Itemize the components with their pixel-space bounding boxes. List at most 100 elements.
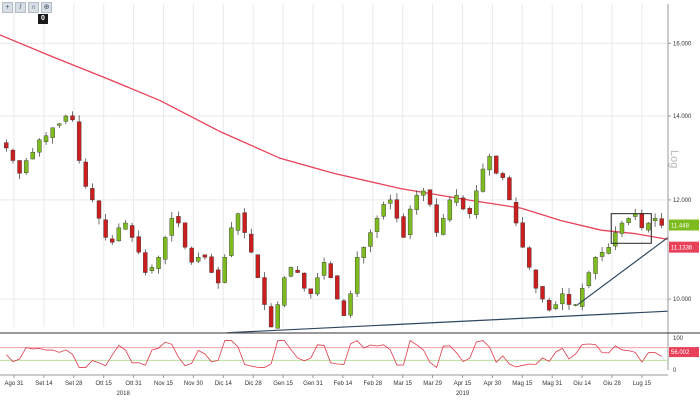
candle-body [222, 257, 227, 283]
candle-body [361, 247, 366, 258]
rsi-tick-label: 100 [673, 336, 684, 342]
time-tick-label: Dic 28 [245, 381, 263, 387]
time-axis: Ago 31 Set 14 Set 28 Ott 15 Ott 31 Nov 15 Nov … [0, 374, 668, 397]
candle-body [606, 247, 611, 254]
candle-body [30, 151, 35, 160]
candle-body [156, 257, 161, 269]
candle-body [533, 269, 539, 289]
candle-body [242, 212, 247, 233]
candle-body [652, 218, 658, 221]
candle-body [149, 267, 155, 271]
time-tick-label: Nov 30 [184, 381, 204, 387]
candle-body [639, 213, 645, 228]
candle-body [90, 188, 95, 201]
last-price-badge [669, 219, 699, 231]
candle-body [4, 142, 9, 149]
candle-body [553, 304, 558, 310]
candle-body [110, 238, 115, 243]
time-tick-label: Gen 31 [303, 381, 323, 387]
candle-body [599, 251, 605, 257]
candle-body [209, 256, 214, 273]
time-tick-label: Ott 15 [96, 381, 113, 387]
time-tick-label: Mag 15 [512, 381, 533, 387]
time-tick-label: Giu 28 [603, 381, 621, 387]
rsi-value-badge [669, 347, 699, 358]
time-tick-label: Set 28 [65, 381, 83, 387]
candle-body [394, 199, 400, 219]
price-tick-label: 14.000 [673, 114, 692, 120]
candle-body [474, 190, 479, 215]
candle-body [580, 288, 585, 307]
zoom-icon[interactable]: ⊕ [41, 2, 52, 13]
drawing-count-badge[interactable]: 0 [38, 14, 48, 24]
candle-body [573, 304, 578, 306]
candle-body [626, 218, 631, 223]
time-tick-label: Set 14 [35, 381, 53, 387]
candle-body [37, 139, 42, 153]
candle-body [321, 262, 327, 276]
candle-body [76, 121, 82, 161]
price-tick-label: 10.000 [673, 297, 692, 303]
candle-body [182, 222, 188, 248]
candle-body [493, 155, 499, 174]
candle-body [10, 149, 16, 161]
candle-body [619, 222, 625, 234]
ma-value-badge [669, 241, 699, 253]
candle-body [295, 269, 300, 273]
candle-body [507, 177, 512, 201]
time-tick-label: Nov 15 [154, 381, 174, 387]
candle-body [23, 160, 29, 174]
candle-body [414, 195, 419, 210]
candle-body [460, 197, 466, 210]
candle-body [235, 213, 241, 231]
crosshair-icon[interactable]: + [2, 2, 13, 13]
candle-body [527, 247, 532, 268]
price-grid [0, 4, 668, 327]
candle-body [50, 127, 55, 138]
candle-body [288, 267, 294, 277]
rsi-tick-label: 0 [673, 368, 677, 374]
candle-body [401, 216, 406, 238]
candle-body [176, 216, 181, 224]
candle-body [162, 237, 168, 260]
candle-body [315, 277, 320, 295]
candle-body [613, 232, 618, 247]
price-tick-label: 16.000 [673, 41, 692, 47]
candle-body [308, 288, 314, 294]
time-tick-label: Dic 14 [215, 381, 233, 387]
candle-body [275, 304, 280, 329]
candle-body [388, 199, 393, 204]
price-tick-label: 12.000 [673, 198, 692, 204]
candle-body [249, 233, 254, 253]
time-tick-label: Mar 29 [423, 381, 442, 387]
candle-body [63, 115, 69, 122]
candle-body [96, 200, 102, 219]
candle-body [143, 252, 148, 273]
time-tick-label: Apr 15 [454, 381, 472, 387]
time-tick-label: Mag 31 [542, 381, 563, 387]
time-tick-label: Gen 15 [273, 381, 293, 387]
candle-body [421, 190, 426, 196]
candle-body [447, 199, 453, 221]
candle-body [43, 135, 49, 142]
price-axis: 16.000 14.000 12.000 10.000 11.448 11.1336 [667, 4, 699, 370]
magnet-icon[interactable]: ∩ [28, 2, 39, 13]
time-tick-label: Lug 15 [633, 381, 652, 387]
candle-body [520, 222, 525, 248]
scale-type-label[interactable]: Log [668, 150, 680, 169]
candle-body [540, 286, 545, 300]
candle-body [70, 115, 75, 121]
time-tick-label: Apr 30 [484, 381, 502, 387]
moving-average-layer [0, 34, 669, 241]
year-label: 2018 [116, 391, 130, 397]
candle-body [262, 277, 267, 305]
candle-body [434, 204, 439, 233]
candle-body [229, 227, 234, 256]
candle-body [659, 218, 664, 226]
candle-body [427, 189, 433, 205]
candle-body [513, 202, 519, 224]
candle-body [169, 218, 175, 236]
candle-body [646, 222, 651, 231]
draw-line-icon[interactable]: / [15, 2, 26, 13]
